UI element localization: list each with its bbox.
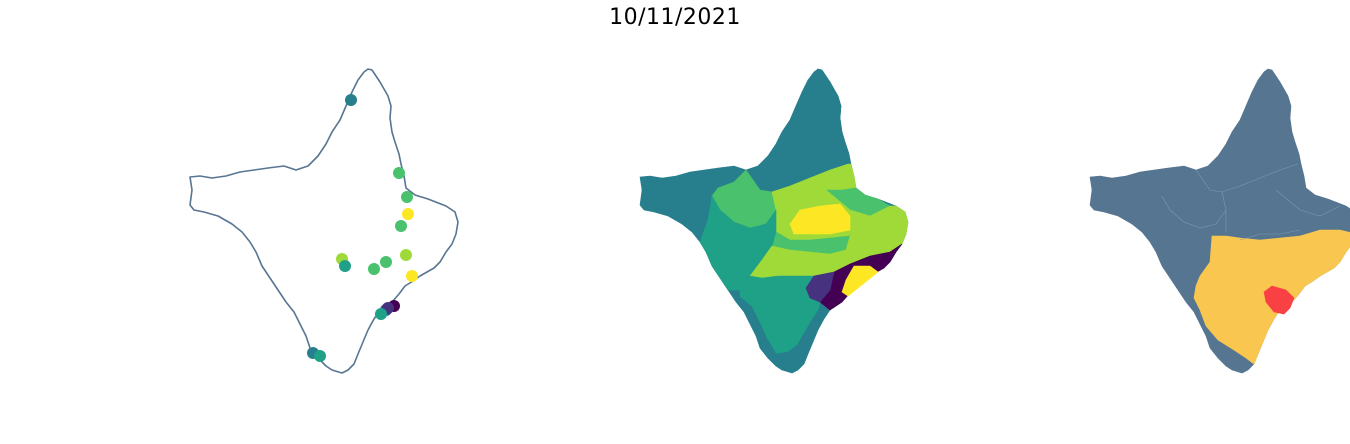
station-point (380, 256, 392, 268)
region-border (1275, 189, 1341, 217)
region-border (1195, 163, 1299, 193)
figure-title: 10/11/2021 (609, 5, 741, 30)
alert-level-map (1089, 68, 1350, 374)
region (739, 295, 821, 355)
station-point (375, 308, 387, 320)
region (841, 265, 879, 297)
choropleth-regions (639, 68, 909, 374)
station-point (402, 208, 414, 220)
region (789, 203, 851, 235)
station-points (307, 94, 418, 362)
region (759, 339, 797, 371)
station-point (314, 350, 326, 362)
station-point (400, 249, 412, 261)
station-point (345, 94, 357, 106)
alert-regions (1089, 68, 1350, 374)
station-point (401, 191, 413, 203)
station-point (368, 263, 380, 275)
station-point (406, 270, 418, 282)
station-points-map (189, 68, 459, 374)
choropleth-map (639, 68, 909, 374)
region-border (1239, 229, 1301, 241)
station-point (395, 220, 407, 232)
station-point (339, 260, 351, 272)
region-border (1161, 195, 1227, 229)
region (1263, 285, 1295, 315)
station-point (393, 167, 405, 179)
region (805, 271, 835, 303)
state-outline (189, 68, 459, 374)
